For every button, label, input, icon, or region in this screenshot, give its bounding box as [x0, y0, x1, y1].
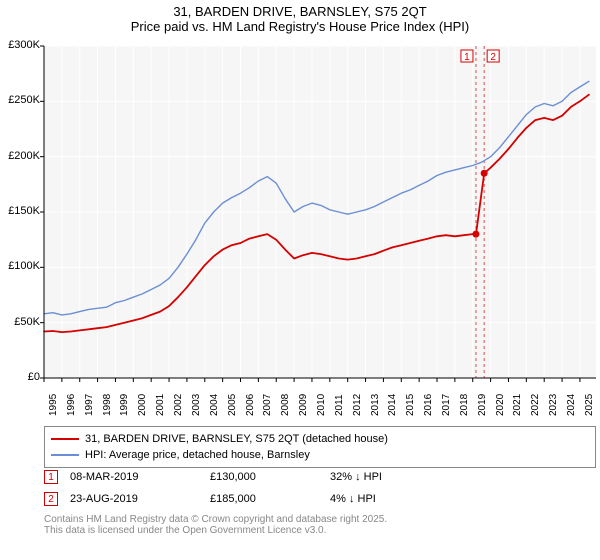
y-tick-label: £100K: [0, 260, 40, 272]
footer-line2: This data is licensed under the Open Gov…: [44, 525, 596, 536]
figure-root: 31, BARDEN DRIVE, BARNSLEY, S75 2QT Pric…: [0, 0, 600, 560]
x-tick-label: 2018: [459, 394, 470, 416]
x-tick-label: 2010: [316, 394, 327, 416]
x-tick-label: 2013: [370, 394, 381, 416]
x-tick-label: 2012: [352, 394, 363, 416]
x-tick-label: 2008: [280, 394, 291, 416]
sale-price: £130,000: [210, 471, 330, 483]
legend-label: HPI: Average price, detached house, Barn…: [85, 449, 310, 461]
x-tick-label: 2019: [477, 394, 488, 416]
x-tick-label: 1998: [102, 394, 113, 416]
x-tick-label: 2007: [262, 394, 273, 416]
sale-date: 23-AUG-2019: [70, 493, 210, 505]
x-tick-label: 2009: [298, 394, 309, 416]
legend-item: HPI: Average price, detached house, Barn…: [51, 447, 589, 463]
legend-label: 31, BARDEN DRIVE, BARNSLEY, S75 2QT (det…: [85, 433, 388, 445]
x-tick-label: 2015: [405, 394, 416, 416]
x-tick-label: 1996: [66, 394, 77, 416]
x-tick-label: 2021: [512, 394, 523, 416]
title-line2: Price paid vs. HM Land Registry's House …: [0, 19, 600, 34]
x-tick-label: 2000: [137, 394, 148, 416]
y-tick-label: £200K: [0, 150, 40, 162]
x-tick-label: 2001: [155, 394, 166, 416]
x-tick-label: 1995: [48, 394, 59, 416]
x-tick-label: 2002: [173, 394, 184, 416]
x-tick-label: 1997: [84, 394, 95, 416]
x-tick-label: 2004: [209, 394, 220, 416]
x-tick-label: 2014: [387, 394, 398, 416]
y-tick-label: £150K: [0, 205, 40, 217]
x-tick-label: 2022: [530, 394, 541, 416]
title-block: 31, BARDEN DRIVE, BARNSLEY, S75 2QT Pric…: [0, 0, 600, 34]
chart-svg: 12: [0, 40, 600, 420]
x-tick-label: 2025: [584, 394, 595, 416]
x-tick-label: 2017: [441, 394, 452, 416]
x-tick-label: 1999: [119, 394, 130, 416]
sale-badge: 1: [44, 470, 58, 484]
title-line1: 31, BARDEN DRIVE, BARNSLEY, S75 2QT: [0, 4, 600, 19]
legend-swatch: [51, 454, 79, 456]
legend-swatch: [51, 438, 79, 440]
svg-text:1: 1: [464, 52, 470, 63]
x-tick-label: 2024: [566, 394, 577, 416]
y-tick-label: £300K: [0, 39, 40, 51]
sale-row: 2 23-AUG-2019£185,0004% ↓ HPI: [44, 488, 596, 510]
sale-delta: 4% ↓ HPI: [330, 493, 450, 505]
x-tick-label: 2020: [495, 394, 506, 416]
y-tick-label: £250K: [0, 94, 40, 106]
sale-date: 08-MAR-2019: [70, 471, 210, 483]
x-tick-label: 2006: [245, 394, 256, 416]
x-tick-label: 2003: [191, 394, 202, 416]
x-tick-label: 2023: [548, 394, 559, 416]
sales-table: 1 08-MAR-2019£130,00032% ↓ HPI 2 23-AUG-201…: [44, 466, 596, 510]
sale-price: £185,000: [210, 493, 330, 505]
y-tick-label: £50K: [0, 316, 40, 328]
footer-line1: Contains HM Land Registry data © Crown c…: [44, 514, 596, 525]
legend-item: 31, BARDEN DRIVE, BARNSLEY, S75 2QT (det…: [51, 431, 589, 447]
sale-delta: 32% ↓ HPI: [330, 471, 450, 483]
footer: Contains HM Land Registry data © Crown c…: [44, 514, 596, 536]
chart: 12 £0£50K£100K£150K£200K£250K£300K 19951…: [0, 40, 600, 420]
legend: 31, BARDEN DRIVE, BARNSLEY, S75 2QT (det…: [44, 426, 596, 468]
x-tick-label: 2011: [334, 394, 345, 416]
x-tick-label: 2016: [423, 394, 434, 416]
svg-text:2: 2: [490, 52, 496, 63]
sale-row: 1 08-MAR-2019£130,00032% ↓ HPI: [44, 466, 596, 488]
x-tick-label: 2005: [227, 394, 238, 416]
sale-badge: 2: [44, 492, 58, 506]
y-tick-label: £0: [0, 371, 40, 383]
